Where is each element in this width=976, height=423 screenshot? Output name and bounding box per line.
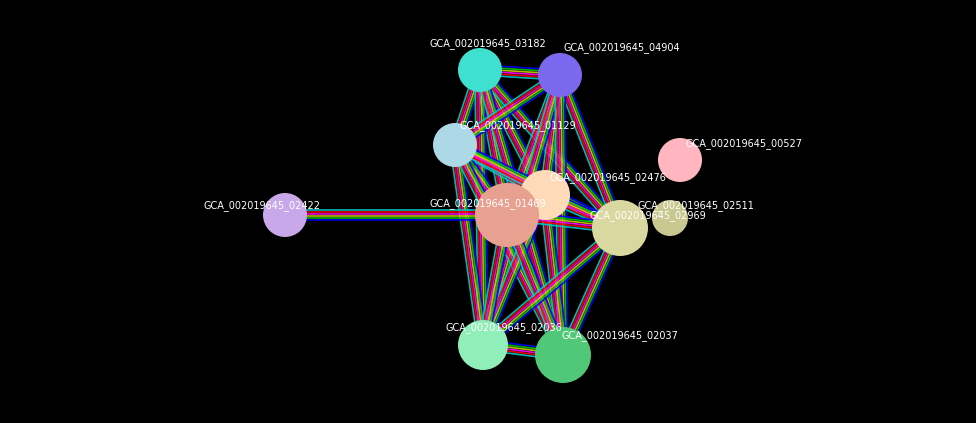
Text: GCA_002019645_01129: GCA_002019645_01129 xyxy=(460,120,577,131)
Text: GCA_002019645_04904: GCA_002019645_04904 xyxy=(564,42,680,53)
Circle shape xyxy=(263,193,307,237)
Text: GCA_002019645_01469: GCA_002019645_01469 xyxy=(430,198,547,209)
Circle shape xyxy=(658,138,702,182)
Circle shape xyxy=(475,183,539,247)
Circle shape xyxy=(652,200,688,236)
Circle shape xyxy=(458,48,502,92)
Text: GCA_002019645_03182: GCA_002019645_03182 xyxy=(430,38,547,49)
Text: GCA_002019645_02969: GCA_002019645_02969 xyxy=(590,210,707,221)
Text: GCA_002019645_02036: GCA_002019645_02036 xyxy=(445,322,562,333)
Circle shape xyxy=(538,53,582,97)
Circle shape xyxy=(520,170,570,220)
Text: GCA_002019645_00527: GCA_002019645_00527 xyxy=(685,138,802,149)
Circle shape xyxy=(433,123,477,167)
Circle shape xyxy=(535,327,591,383)
Circle shape xyxy=(592,200,648,256)
Circle shape xyxy=(458,320,508,370)
Text: GCA_002019645_02476: GCA_002019645_02476 xyxy=(550,172,667,183)
Text: GCA_002019645_02511: GCA_002019645_02511 xyxy=(638,200,754,211)
Text: GCA_002019645_02422: GCA_002019645_02422 xyxy=(204,200,321,211)
Text: GCA_002019645_02037: GCA_002019645_02037 xyxy=(562,330,679,341)
